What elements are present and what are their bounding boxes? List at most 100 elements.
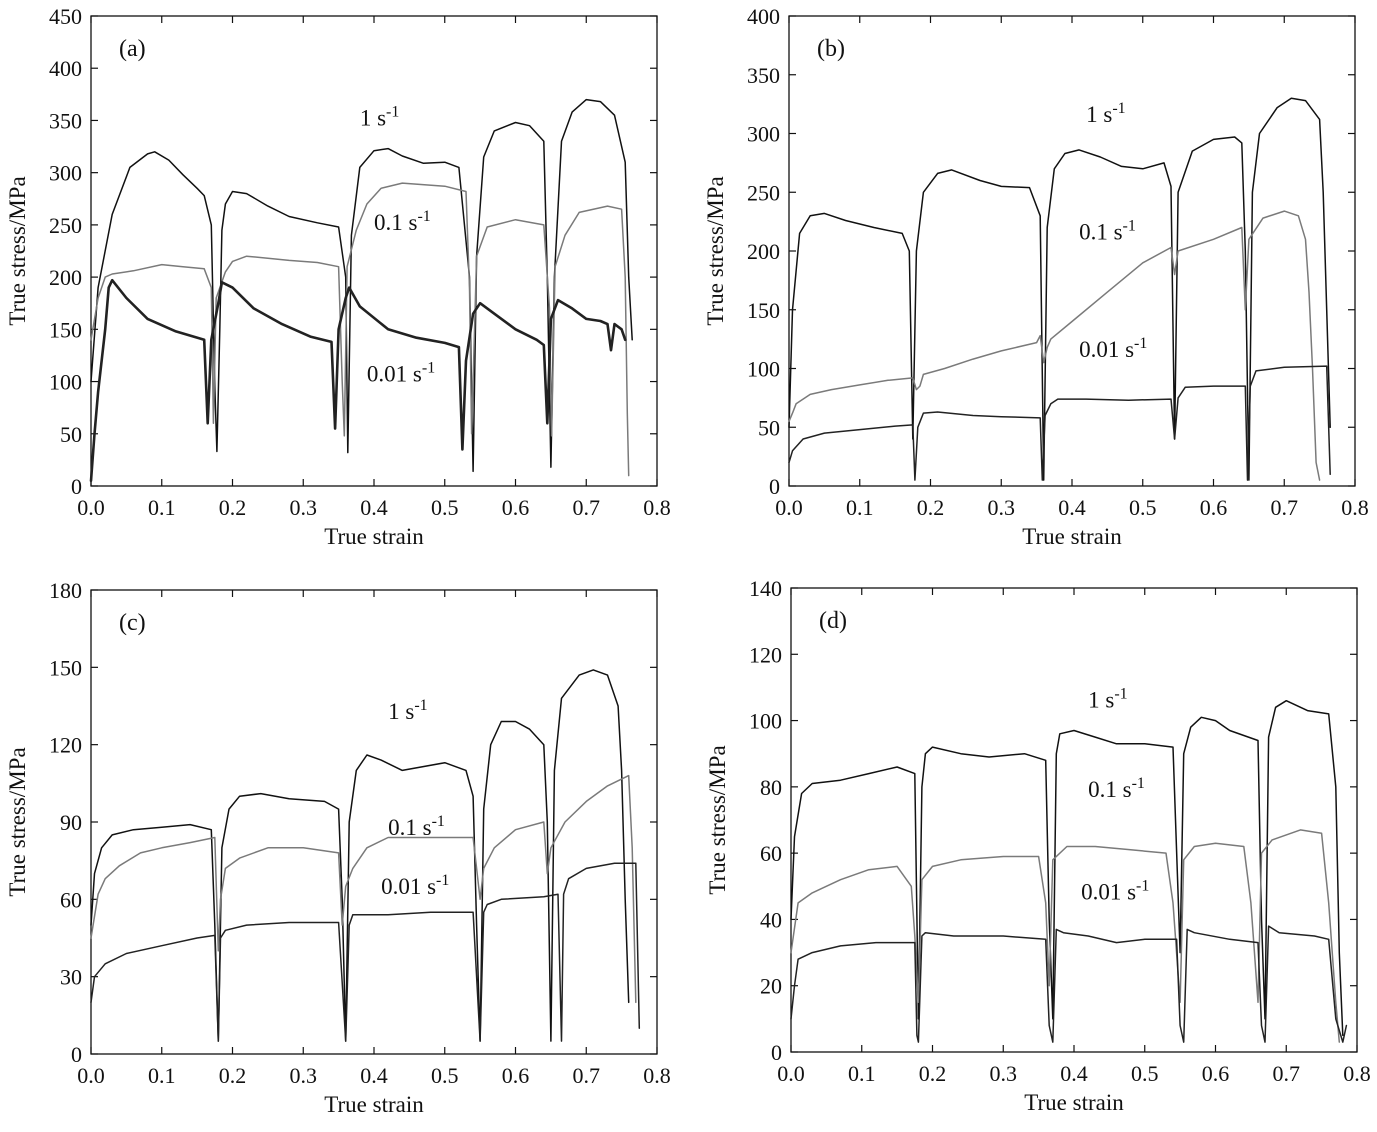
x-axis-title: True strain (1024, 1090, 1124, 1115)
y-tick-label: 400 (49, 56, 82, 81)
x-tick-label: 0.6 (1202, 1061, 1230, 1086)
series-line-1 (790, 829, 1341, 1043)
chart-panel-c: 0.0 0.1 0.2 0.3 0.4 0.5 0.6 0.7 0.8 0 30 60 90 120 150… (5, 578, 671, 1117)
x-axis-title: True strain (1022, 524, 1122, 549)
x-tick-label: 0.4 (1058, 495, 1086, 520)
y-tick-label: 0 (71, 1042, 82, 1067)
series-label: 0.01 s-1 (1081, 878, 1149, 905)
series-line-1 (788, 210, 1321, 481)
series-line-2 (790, 925, 1348, 1043)
y-tick-label: 100 (49, 370, 82, 395)
x-tick-label: 0.7 (573, 495, 601, 520)
y-tick-label: 100 (747, 357, 780, 382)
series-label: 0.1 s-1 (1088, 775, 1145, 802)
y-tick-label: 150 (49, 655, 82, 680)
x-tick-label: 0.8 (1341, 495, 1369, 520)
series-label: 0.1 s-1 (388, 813, 445, 840)
y-tick-label: 300 (49, 161, 82, 186)
x-tick-label: 0.3 (290, 495, 318, 520)
y-tick-label: 150 (747, 298, 780, 323)
y-tick-label: 60 (760, 841, 782, 866)
x-tick-label: 0.7 (1271, 495, 1299, 520)
x-tick-label: 0.1 (846, 495, 874, 520)
x-tick-label: 0.5 (431, 1063, 459, 1088)
y-tick-label: 140 (749, 576, 782, 601)
y-tick-label: 20 (760, 974, 782, 999)
x-tick-label: 0.8 (643, 495, 671, 520)
x-tick-label: 0.5 (431, 495, 459, 520)
x-tick-label: 0.0 (77, 495, 105, 520)
x-tick-label: 0.0 (777, 1061, 805, 1086)
x-tick-label: 0.7 (573, 1063, 601, 1088)
y-tick-label: 250 (49, 213, 82, 238)
y-tick-label: 120 (49, 733, 82, 758)
series-label: 0.1 s-1 (1079, 217, 1136, 244)
x-tick-label: 0.3 (290, 1063, 318, 1088)
plot-frame (90, 589, 658, 1055)
x-tick-label: 0.4 (360, 495, 388, 520)
y-tick-label: 350 (49, 108, 82, 133)
x-tick-label: 0.7 (1273, 1061, 1301, 1086)
chart-panel-b: 0.0 0.1 0.2 0.3 0.4 0.5 0.6 0.7 0.8 0 50 100 150 200 2… (703, 4, 1369, 549)
series-label: 0.01 s-1 (1079, 335, 1147, 362)
series-label: 1 s-1 (388, 697, 428, 724)
series-label: 1 s-1 (1088, 685, 1128, 712)
y-tick-label: 100 (749, 709, 782, 734)
series-label: 0.01 s-1 (381, 872, 449, 899)
y-tick-label: 90 (60, 810, 82, 835)
x-tick-label: 0.1 (848, 1061, 876, 1086)
chart-panel-a: 0.0 0.1 0.2 0.3 0.4 0.5 0.6 0.7 0.8 0 50 100 150 200 2… (5, 4, 671, 549)
y-tick-label: 0 (771, 1040, 782, 1065)
plot-frame (788, 15, 1356, 487)
plot-frame (90, 15, 658, 487)
y-tick-label: 450 (49, 4, 82, 29)
y-axis-title: True stress/MPa (5, 176, 30, 325)
y-tick-label: 40 (760, 907, 782, 932)
y-axis-title: True stress/MPa (5, 747, 30, 896)
x-tick-label: 0.0 (775, 495, 803, 520)
x-tick-label: 0.2 (219, 1063, 247, 1088)
x-tick-label: 0.6 (502, 1063, 530, 1088)
x-tick-label: 0.1 (148, 1063, 176, 1088)
y-tick-label: 60 (60, 887, 82, 912)
y-tick-label: 200 (49, 265, 82, 290)
x-tick-label: 0.8 (1343, 1061, 1371, 1086)
series-label: 1 s-1 (1086, 100, 1126, 127)
series-label: 0.1 s-1 (374, 208, 431, 235)
y-tick-label: 250 (747, 180, 780, 205)
x-tick-label: 0.6 (1200, 495, 1228, 520)
x-tick-label: 0.5 (1129, 495, 1157, 520)
x-tick-label: 0.4 (1060, 1061, 1088, 1086)
series-line-2 (90, 862, 641, 1042)
x-tick-label: 0.6 (502, 495, 530, 520)
y-axis-title: True stress/MPa (705, 745, 730, 894)
y-tick-label: 120 (749, 642, 782, 667)
series-label: 0.01 s-1 (367, 360, 435, 387)
series-line-1 (90, 182, 630, 477)
y-tick-label: 300 (747, 122, 780, 147)
x-tick-label: 0.4 (360, 1063, 388, 1088)
y-tick-label: 200 (747, 239, 780, 264)
y-tick-label: 180 (49, 578, 82, 603)
plot-frame (790, 587, 1358, 1053)
x-tick-label: 0.5 (1131, 1061, 1159, 1086)
panel-label: (a) (119, 36, 146, 62)
y-axis-title: True stress/MPa (703, 176, 728, 325)
panel-label: (d) (819, 608, 847, 634)
x-tick-label: 0.0 (77, 1063, 105, 1088)
series-label: 1 s-1 (360, 104, 400, 131)
y-tick-label: 50 (758, 415, 780, 440)
series-line-0 (788, 97, 1331, 481)
y-tick-label: 50 (60, 422, 82, 447)
x-tick-label: 0.2 (219, 495, 247, 520)
series-line-2 (788, 365, 1331, 481)
x-axis-title: True strain (324, 524, 424, 549)
x-tick-label: 0.8 (643, 1063, 671, 1088)
series-line-1 (90, 774, 637, 1004)
series-line-0 (90, 669, 630, 1042)
y-tick-label: 0 (71, 474, 82, 499)
series-line-2 (89, 278, 627, 483)
y-tick-label: 400 (747, 4, 780, 29)
series-line-0 (790, 699, 1344, 1037)
y-tick-label: 350 (747, 63, 780, 88)
